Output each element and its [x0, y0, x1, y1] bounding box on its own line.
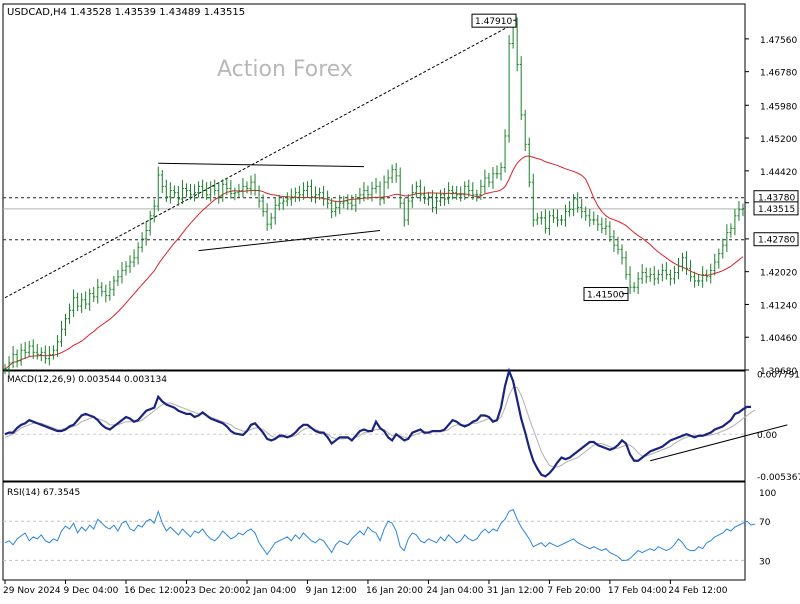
x-axis-label: 9 Jan 12:00 — [305, 586, 357, 596]
macd-panel-frame — [2, 370, 746, 482]
macd-trendline — [650, 424, 788, 462]
x-axis-label: 31 Jan 12:00 — [487, 586, 544, 596]
x-axis-label: 2 Jan 04:00 — [245, 586, 297, 596]
macd-signal-line — [4, 386, 756, 468]
rsi-label: RSI(14) 67.3545 — [7, 488, 80, 498]
macd-y-tick-label: 0.00 — [757, 431, 777, 441]
annotation-label: 1.47910 — [475, 17, 512, 27]
current-price-box — [753, 201, 799, 216]
trendline — [158, 162, 364, 168]
watermark: Action Forex — [217, 57, 353, 82]
x-axis-label: 29 Nov 2024 — [3, 586, 61, 596]
x-axis-label: 9 Dec 04:00 — [64, 586, 119, 596]
price-y-tick-label: 1.45980 — [760, 102, 797, 112]
trendline — [4, 23, 514, 299]
price-panel-frame — [2, 3, 746, 371]
rsi-y-tick-label: 30 — [759, 557, 771, 567]
x-axis-label: 24 Jan 04:00 — [426, 586, 483, 596]
level-label: 1.42780 — [758, 236, 795, 246]
price-y-tick-label: 1.40460 — [760, 334, 797, 344]
x-axis-label: 16 Dec 12:00 — [124, 586, 185, 596]
price-y-tick-label: 1.39680 — [760, 367, 797, 377]
rsi-panel-frame — [2, 481, 746, 581]
macd-y-tick-label: 0.007791 — [757, 370, 800, 380]
rsi-y-tick-label: 100 — [759, 489, 776, 499]
x-axis-label: 17 Feb 04:00 — [608, 586, 667, 596]
current-price-label: 1.43515 — [758, 205, 795, 215]
symbol-header: USDCAD,H4 1.43528 1.43539 1.43489 1.4351… — [7, 7, 245, 18]
macd-y-tick-label: -0.005367 — [757, 473, 800, 483]
price-y-tick-label: 1.41240 — [760, 301, 797, 311]
trendline — [198, 229, 381, 252]
rsi-line — [4, 508, 756, 561]
macd-label: MACD(12,26,9) 0.003544 0.003134 — [7, 375, 167, 385]
x-axis-label: 23 Dec 20:00 — [184, 586, 245, 596]
annotation-label: 1.41500 — [587, 291, 624, 301]
x-axis-label: 7 Feb 20:00 — [547, 586, 601, 596]
price-y-tick-label: 1.45200 — [760, 135, 797, 145]
price-y-tick-label: 1.47560 — [760, 36, 797, 46]
rsi-y-tick-label: 70 — [759, 518, 771, 528]
level-label: 1.43780 — [758, 194, 795, 204]
price-y-tick-label: 1.44420 — [760, 168, 797, 178]
price-y-tick-label: 1.42020 — [760, 269, 797, 279]
x-axis-label: 16 Jan 20:00 — [366, 586, 423, 596]
x-axis-label: 24 Feb 12:00 — [668, 586, 727, 596]
level-label-box — [753, 232, 799, 247]
macd-main-line — [4, 367, 752, 478]
moving-average-line — [4, 155, 744, 370]
price-y-tick-label: 1.46780 — [760, 69, 797, 79]
